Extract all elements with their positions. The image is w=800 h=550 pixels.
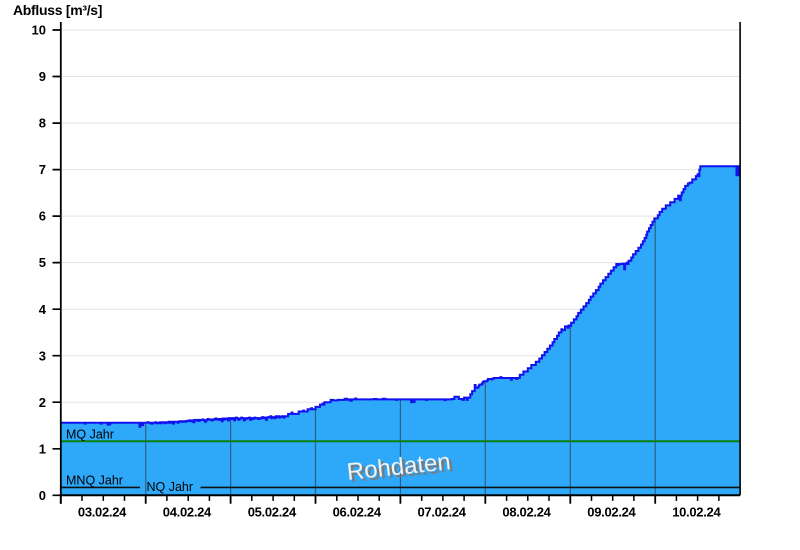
svg-text:08.02.24: 08.02.24 [502,505,551,520]
svg-text:2: 2 [39,395,46,410]
svg-text:0: 0 [39,488,46,503]
svg-text:MQ Jahr: MQ Jahr [66,428,114,442]
svg-text:09.02.24: 09.02.24 [587,505,636,520]
svg-text:MNQ Jahr: MNQ Jahr [66,474,123,488]
svg-text:04.02.24: 04.02.24 [163,505,212,520]
svg-text:06.02.24: 06.02.24 [333,505,382,520]
svg-text:10: 10 [32,23,46,38]
svg-text:4: 4 [39,302,47,317]
svg-text:3: 3 [39,348,46,363]
svg-text:6: 6 [39,209,46,224]
svg-text:NQ Jahr: NQ Jahr [147,480,194,494]
svg-text:1: 1 [39,441,46,456]
svg-text:Abfluss [m³/s]: Abfluss [m³/s] [13,2,102,18]
svg-text:07.02.24: 07.02.24 [417,505,466,520]
svg-text:03.02.24: 03.02.24 [78,505,127,520]
svg-text:05.02.24: 05.02.24 [248,505,297,520]
svg-text:10.02.24: 10.02.24 [672,505,721,520]
svg-text:5: 5 [39,255,46,270]
svg-text:7: 7 [39,162,46,177]
svg-text:8: 8 [39,116,46,131]
svg-text:9: 9 [39,69,46,84]
